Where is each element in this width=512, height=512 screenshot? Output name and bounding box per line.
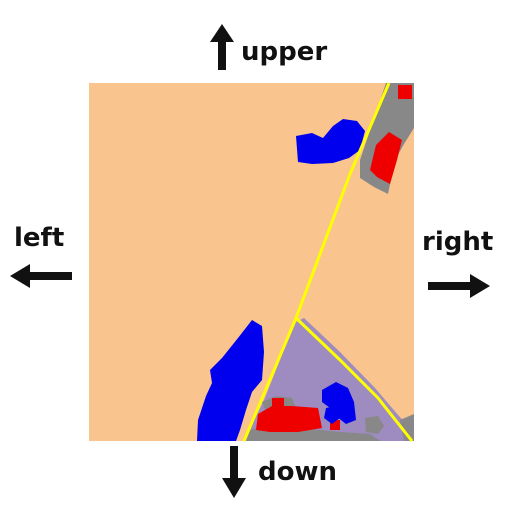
direction-up: upper	[210, 24, 327, 70]
building-zone-1	[256, 406, 322, 432]
map-panel	[89, 82, 414, 442]
water-body-zone	[322, 382, 356, 424]
water-body-zone-small	[324, 406, 340, 424]
arrow-left-icon	[10, 264, 72, 288]
pavement-patch-2	[365, 416, 384, 434]
arrow-down-icon	[222, 446, 246, 498]
water-body-left	[197, 320, 264, 441]
direction-right: right	[422, 227, 493, 298]
label-left: left	[14, 223, 64, 253]
direction-down: down	[222, 446, 337, 498]
direction-left: left	[10, 223, 72, 288]
label-right: right	[422, 227, 493, 257]
pavement-corner	[400, 414, 414, 441]
label-up: upper	[241, 37, 327, 67]
arrow-right-icon	[428, 274, 490, 298]
road-main	[242, 82, 391, 442]
road-branch	[294, 316, 414, 442]
water-body-top	[296, 119, 365, 164]
label-down: down	[258, 457, 337, 487]
building-top-1	[398, 85, 412, 99]
arrow-up-icon	[210, 24, 234, 70]
building-top-2	[370, 132, 402, 184]
building-zone-2	[272, 398, 284, 406]
building-zone-3	[330, 420, 340, 430]
